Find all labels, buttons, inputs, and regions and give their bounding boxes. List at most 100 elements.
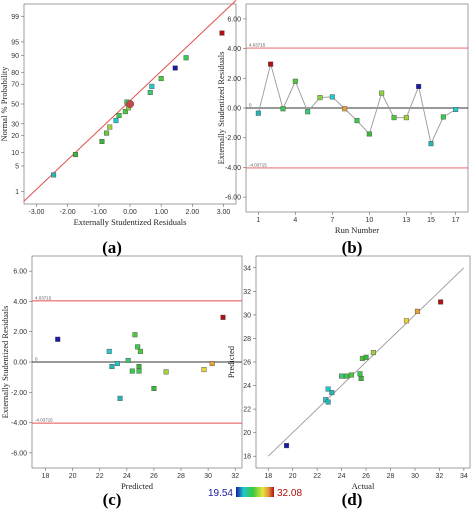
data-point	[114, 361, 120, 367]
y-tick-label: -4.00	[11, 420, 27, 427]
x-tick-label: 7	[330, 217, 334, 224]
y-tick-label: 6.00	[227, 16, 241, 23]
y-tick-label: 20	[243, 430, 251, 437]
x-tick-label: 30	[411, 473, 419, 480]
data-point	[339, 373, 345, 379]
x-tick-label: 2.00	[186, 209, 200, 216]
panel-a-normal-plot: -3.00 -2.00 -1.00 0.00 1.00 2.00 3.00 1 5 10 20 30 5…	[0, 0, 237, 227]
data-point	[172, 65, 178, 71]
data-point	[403, 318, 409, 324]
data-point	[149, 83, 155, 89]
y-tick-label: -6.00	[11, 450, 27, 457]
y-tick-label: 50	[11, 102, 19, 109]
y-axis-label: Normal % Probability	[0, 66, 9, 142]
y-axis-label: Externally Studentized Residuals	[0, 306, 10, 419]
data-point	[370, 350, 376, 356]
y-tick-label: 70	[11, 82, 19, 89]
data-point	[391, 115, 397, 121]
y-tick-label: 1	[15, 189, 19, 196]
x-tick-label: 1	[256, 217, 260, 224]
data-point	[106, 348, 112, 354]
y-tick-label: 4.00	[13, 299, 27, 306]
data-point	[325, 386, 331, 392]
data-point	[136, 364, 142, 370]
data-point	[117, 395, 123, 401]
x-tick-label: 24	[123, 473, 131, 480]
x-tick-label: 18	[264, 473, 272, 480]
data-point	[107, 124, 113, 130]
data-point	[428, 141, 434, 147]
x-tick-label: 28	[387, 473, 395, 480]
y-tick-label: 2.00	[227, 76, 241, 83]
data-point	[453, 106, 459, 112]
reference-line-label: 0	[35, 357, 38, 362]
colorbar	[236, 487, 274, 497]
data-point	[414, 308, 420, 314]
y-tick-label: 30	[11, 121, 19, 128]
panel-c-residuals-vs-predicted: 18 20 22 24 26 28 30 32 -6.00 -4.00 -2.00 0.00 2.00 4…	[0, 255, 243, 491]
data-point	[136, 368, 142, 374]
y-tick-label: 0.00	[13, 360, 27, 367]
x-tick-label: 22	[96, 473, 104, 480]
data-point	[51, 172, 57, 178]
y-tick-label: 95	[11, 39, 19, 46]
x-tick-label: 26	[362, 473, 370, 480]
y-tick-label: 4.00	[227, 46, 241, 53]
data-point	[163, 369, 169, 375]
y-tick-label: 24	[243, 383, 251, 390]
data-point	[325, 399, 331, 405]
y-tick-label: 90	[11, 53, 19, 60]
data-point	[305, 109, 311, 115]
x-tick-label: 4	[293, 217, 297, 224]
data-point	[99, 138, 105, 144]
x-tick-label: 13	[402, 217, 410, 224]
y-tick-label: 20	[11, 133, 19, 140]
y-tick-label: 99	[11, 14, 19, 21]
y-tick-label: 5	[15, 164, 19, 171]
x-tick-label: 18	[42, 473, 50, 480]
data-point	[147, 89, 153, 95]
data-point	[125, 357, 131, 363]
y-tick-label: 30	[243, 312, 251, 319]
data-point	[354, 118, 360, 124]
data-point	[158, 76, 164, 82]
data-point	[122, 109, 128, 115]
data-point	[342, 106, 348, 112]
y-tick-label: -2.00	[11, 390, 27, 397]
x-tick-label: 20	[289, 473, 297, 480]
x-tick-label: 1.00	[154, 209, 168, 216]
colorbar-min-label: 19.54	[208, 488, 233, 499]
x-tick-label: 24	[338, 473, 346, 480]
x-tick-label: -3.00	[28, 209, 44, 216]
y-tick-label: 6.00	[13, 269, 27, 276]
y-tick-label: 0.00	[227, 106, 241, 113]
data-point	[109, 364, 115, 370]
reference-line-label: -4.03715	[249, 162, 267, 167]
panel-label-c: (c)	[103, 490, 122, 509]
data-point	[363, 354, 369, 360]
data-point	[440, 114, 446, 120]
x-axis-label: Predicted	[121, 481, 154, 491]
reference-line-label: 4.03715	[249, 43, 266, 48]
data-point	[416, 83, 422, 89]
data-point	[357, 371, 363, 377]
x-tick-label: 15	[427, 217, 435, 224]
data-point	[403, 115, 409, 121]
reference-line-label: 0	[249, 103, 252, 108]
data-point	[209, 361, 215, 367]
y-axis-label: Predicted	[226, 345, 236, 378]
x-axis-label: Externally Studentized Residuals	[74, 217, 187, 227]
x-tick-label: 30	[204, 473, 212, 480]
colorbar-max-label: 32.08	[277, 488, 302, 499]
y-tick-label: -6.00	[225, 195, 241, 202]
y-tick-label: 32	[243, 289, 251, 296]
panel-d-predicted-vs-actual: 18 20 22 24 26 28 30 32 34 18 20 22 24 26 28 30 32 34 Actu…	[226, 255, 471, 491]
x-tick-label: 32	[231, 473, 239, 480]
data-point	[201, 367, 207, 373]
data-point	[219, 30, 225, 36]
data-point	[137, 348, 143, 354]
panel-label-a: (a)	[102, 238, 122, 257]
data-point	[72, 152, 78, 158]
x-tick-label: 3.00	[217, 209, 231, 216]
